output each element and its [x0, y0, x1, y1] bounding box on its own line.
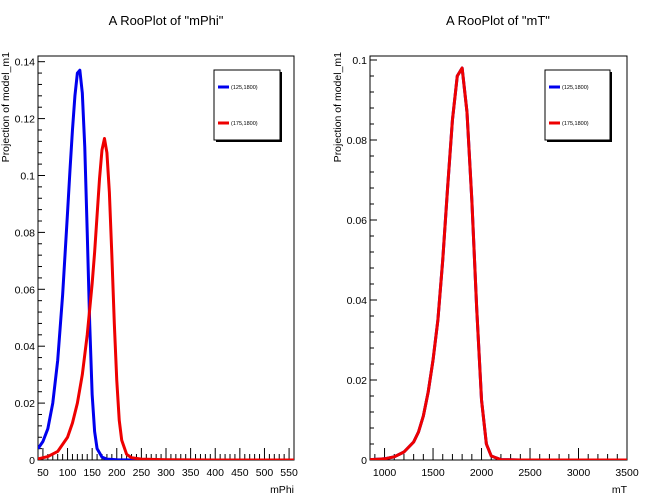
y-tick-label: 0.04 — [347, 295, 368, 307]
y-tick-label: 0.12 — [15, 114, 36, 126]
legend-label: (175,1800) — [562, 121, 589, 127]
y-tick-label: 0.14 — [15, 57, 36, 69]
x-tick-label: 1000 — [373, 467, 397, 479]
x-tick-label: 50 — [37, 467, 49, 479]
y-axis-title: Projection of model_m1 — [332, 52, 344, 162]
y-tick-label: 0 — [361, 455, 367, 467]
x-tick-label: 250 — [133, 467, 151, 479]
legend-label: (175,1800) — [231, 121, 258, 127]
x-axis-title: mT — [612, 484, 628, 496]
x-tick-label: 450 — [231, 467, 249, 479]
x-tick-label: 550 — [280, 467, 298, 479]
x-tick-label: 200 — [108, 467, 126, 479]
series-curve-red — [38, 137, 294, 460]
x-tick-label: 2000 — [470, 467, 494, 479]
mt-panel: A RooPlot of "mT"Projection of model_m10… — [332, 13, 639, 496]
y-tick-label: 0.06 — [15, 284, 36, 296]
legend-box — [213, 69, 281, 141]
x-tick-label: 3500 — [615, 467, 639, 479]
y-tick-label: 0 — [29, 455, 35, 467]
mphi-panel: A RooPlot of "mPhi" Projection of model_m… — [0, 13, 298, 496]
series-curve-red — [370, 66, 627, 460]
legend-box — [544, 69, 611, 141]
y-axis-title: Projection of model_m1 — [0, 52, 12, 162]
x-tick-label: 2500 — [518, 467, 542, 479]
x-tick-label: 1500 — [421, 467, 445, 479]
y-tick-label: 0.1 — [20, 170, 35, 182]
x-tick-label: 3000 — [567, 467, 591, 479]
x-tick-label: 100 — [59, 467, 77, 479]
series-curve-blue — [38, 68, 147, 460]
x-tick-label: 400 — [206, 467, 224, 479]
y-tick-label: 0.1 — [352, 55, 367, 67]
y-tick-label: 0.02 — [15, 398, 36, 410]
y-tick-label: 0.02 — [347, 375, 368, 387]
y-tick-label: 0.08 — [15, 227, 36, 239]
y-tick-label: 0.04 — [15, 341, 36, 353]
y-tick-label: 0.06 — [347, 215, 368, 227]
chart-title: A RooPlot of "mT" — [446, 13, 550, 28]
x-tick-label: 350 — [182, 467, 200, 479]
chart-title: A RooPlot of "mPhi" — [109, 13, 224, 28]
x-tick-label: 150 — [83, 467, 101, 479]
x-tick-label: 500 — [256, 467, 274, 479]
legend-label: (125,1800) — [231, 85, 258, 91]
x-tick-label: 300 — [157, 467, 175, 479]
x-axis-title: mPhi — [270, 484, 294, 496]
y-tick-label: 0.08 — [347, 135, 368, 147]
legend-label: (125,1800) — [562, 85, 589, 91]
